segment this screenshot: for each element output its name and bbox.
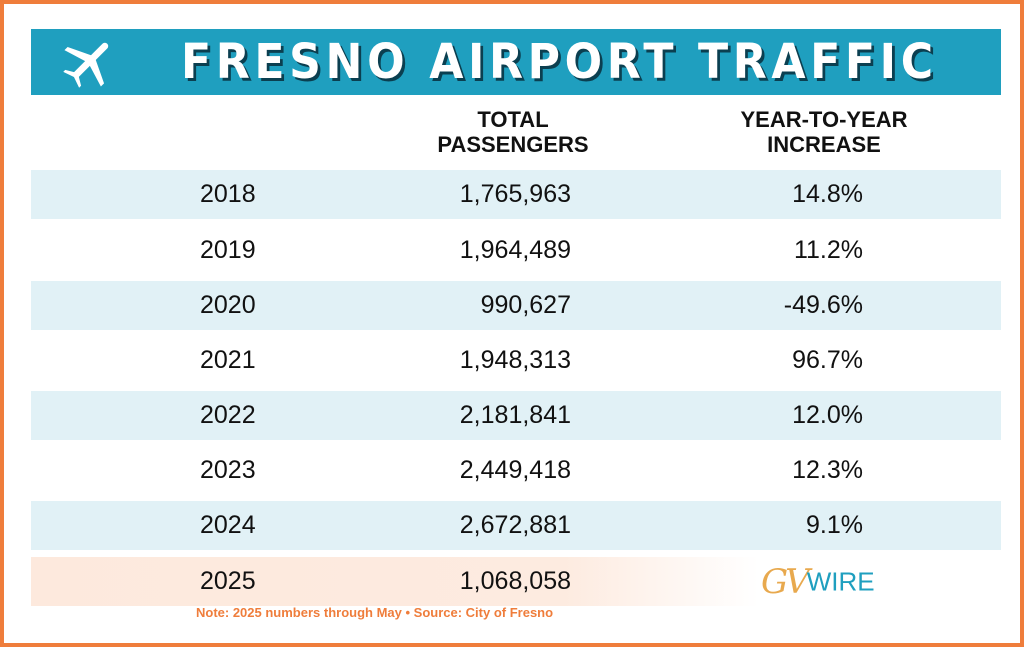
table-row: 2022 2,181,841 12.0%: [31, 391, 1001, 440]
page-title: FRESNO AIRPORT TRAFFIC: [181, 34, 938, 90]
passengers-cell: 1,765,963: [459, 180, 571, 208]
gvwire-logo: GVWIRE: [761, 562, 875, 606]
logo-wire-text: WIRE: [806, 566, 875, 597]
table-row: 2023 2,449,418 12.3%: [31, 446, 1001, 495]
column-header-passengers: TOTAL PASSENGERS: [422, 107, 604, 157]
increase-cell: 96.7%: [792, 346, 863, 374]
table-row: 2019 1,964,489 11.2%: [31, 226, 1001, 275]
year-cell: 2025: [200, 567, 256, 595]
source-note: Note: 2025 numbers through May • Source:…: [196, 605, 554, 620]
passengers-cell: 1,948,313: [459, 346, 571, 374]
increase-cell: 14.8%: [792, 180, 863, 208]
table-row: 2024 2,672,881 9.1%: [31, 501, 1001, 550]
year-cell: 2024: [200, 511, 256, 539]
title-banner: FRESNO AIRPORT TRAFFIC: [31, 29, 1001, 95]
passengers-cell: 2,181,841: [459, 401, 571, 429]
year-cell: 2020: [200, 291, 256, 319]
passengers-cell: 2,449,418: [459, 456, 571, 484]
increase-cell: 9.1%: [806, 511, 863, 539]
table-row: 2018 1,765,963 14.8%: [31, 170, 1001, 219]
year-cell: 2018: [200, 180, 256, 208]
airplane-icon: [63, 42, 109, 88]
passengers-cell: 1,964,489: [459, 236, 571, 264]
year-cell: 2022: [200, 401, 256, 429]
increase-cell: 11.2%: [793, 236, 863, 264]
passengers-cell: 990,627: [480, 291, 571, 319]
column-header-passengers-line2: PASSENGERS: [437, 132, 589, 157]
passengers-cell: 1,068,058: [459, 567, 571, 595]
year-cell: 2023: [200, 456, 256, 484]
passengers-cell: 2,672,881: [459, 511, 571, 539]
column-header-increase: YEAR-TO-YEAR INCREASE: [724, 107, 924, 157]
column-header-passengers-line1: TOTAL: [477, 107, 549, 132]
column-header-increase-line1: YEAR-TO-YEAR: [740, 107, 908, 132]
logo-gv-text: GV: [761, 562, 810, 602]
increase-cell: -49.6%: [783, 291, 863, 319]
increase-cell: 12.0%: [792, 401, 863, 429]
table-row: 2020 990,627 -49.6%: [31, 281, 1001, 330]
year-cell: 2021: [200, 346, 256, 374]
increase-cell: 12.3%: [792, 456, 863, 484]
year-cell: 2019: [200, 236, 256, 264]
column-header-increase-line2: INCREASE: [767, 132, 881, 157]
table-row: 2025 1,068,058: [31, 557, 1001, 606]
table-row: 2021 1,948,313 96.7%: [31, 336, 1001, 385]
